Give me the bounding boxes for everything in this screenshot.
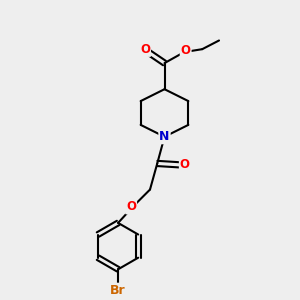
Text: O: O — [140, 43, 150, 56]
Text: O: O — [126, 200, 136, 214]
Text: Br: Br — [110, 284, 126, 297]
Text: O: O — [181, 44, 191, 57]
Text: N: N — [159, 130, 170, 143]
Text: O: O — [180, 158, 190, 171]
